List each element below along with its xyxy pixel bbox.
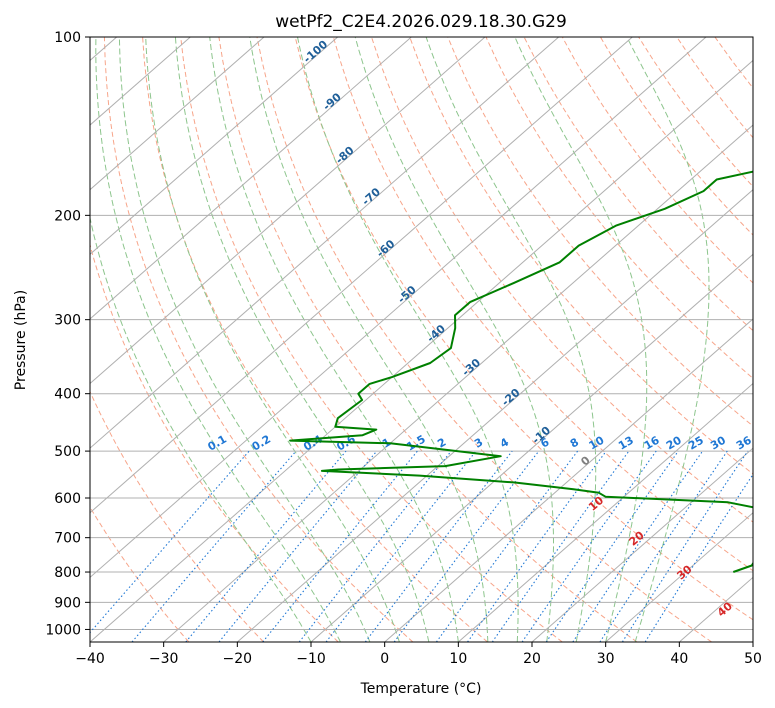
- isotherm-line: [90, 37, 633, 514]
- isotherm-line: [90, 59, 753, 642]
- mixing-ratio-line: [545, 450, 679, 642]
- y-tick-label: 300: [54, 313, 81, 329]
- chart-title: wetPf2_C2E4.2026.029.18.30.G29: [275, 12, 567, 32]
- plot-frame: [89, 36, 754, 643]
- isotherm-line: [605, 512, 753, 642]
- x-tick-label: 40: [670, 651, 688, 667]
- x-tick-label: 50: [744, 651, 762, 667]
- y-axis-ticks: 100 200 300 400 500 600 700 800 900 1000: [45, 30, 90, 638]
- moist-adiabat-line: [297, 37, 519, 642]
- x-tick-label: 20: [523, 651, 541, 667]
- moist-adiabat-line: [174, 37, 430, 642]
- isotherm-line: [237, 188, 753, 642]
- plot-area: -100-90-80-70-60-50-40-30-20-1000.1 0.2 0.…: [90, 37, 754, 642]
- y-tick-label: 100: [54, 30, 81, 46]
- isotherm-line: [458, 382, 753, 642]
- dry-adiabat-line: [294, 37, 753, 621]
- dry-adiabat-line: [90, 242, 339, 642]
- y-tick-label: 600: [54, 491, 81, 507]
- x-tick-label: −30: [149, 651, 179, 667]
- mixing-ratio-line: [621, 450, 749, 642]
- y-tick-label: 400: [54, 387, 81, 403]
- x-axis-label: Temperature (°C): [360, 681, 482, 697]
- isotherm-line: [310, 253, 753, 642]
- moist-adiabat-line: [514, 37, 648, 642]
- mixing-ratio-label: 36: [734, 433, 754, 452]
- mixing-ratio-lines: [90, 450, 753, 642]
- isotherm-line: [384, 318, 753, 642]
- mixing-ratio-line: [364, 450, 513, 642]
- moist-adiabat-line: [209, 37, 459, 642]
- mixing-ratio-line: [572, 450, 704, 642]
- y-tick-label: 900: [54, 595, 81, 611]
- dry-adiabat-line: [561, 37, 753, 284]
- x-tick-label: 30: [597, 651, 615, 667]
- mixing-ratio-line: [185, 450, 347, 642]
- moist-adiabat-line: [626, 37, 710, 642]
- mixing-ratio-line: [298, 450, 452, 642]
- moist-adiabat-line: [145, 37, 400, 642]
- x-tick-label: −10: [296, 651, 326, 667]
- moist-adiabat-line: [95, 37, 341, 642]
- isotherm-line: [531, 447, 753, 642]
- mixing-ratio-line: [644, 473, 753, 642]
- y-tick-label: 800: [54, 565, 81, 581]
- isotherms: [90, 37, 753, 642]
- mixing-ratio-line: [491, 450, 630, 642]
- y-tick-label: 1000: [45, 622, 81, 638]
- mixing-ratio-line: [393, 450, 540, 642]
- dry-adiabat-line: [90, 390, 264, 642]
- dry-adiabat-line: [180, 37, 563, 642]
- x-tick-label: 0: [380, 651, 389, 667]
- isotherm-line: [90, 37, 412, 320]
- mixing-ratio-line: [435, 450, 579, 642]
- isotherm-line: [90, 37, 707, 579]
- isotherm-line: [90, 37, 265, 191]
- mixing-ratio-line: [467, 450, 607, 642]
- dry-adiabat-line: [103, 37, 414, 642]
- dry-adiabat-line: [332, 37, 753, 572]
- mixing-ratio-line: [521, 450, 657, 642]
- mixing-ratio-line: [218, 450, 378, 642]
- x-tick-label: 10: [449, 651, 467, 667]
- y-tick-label: 500: [54, 444, 81, 460]
- y-axis-label: Pressure (hPa): [13, 290, 29, 390]
- dewpoint-profile-line: [289, 170, 753, 573]
- dry-adiabat-line: [485, 37, 753, 380]
- x-axis-ticks: −40 −30 −20 −10 0 10 20 30 40 50: [75, 642, 762, 667]
- moist-adiabat-line: [425, 37, 597, 642]
- mixing-ratio-line: [90, 450, 250, 634]
- moist-adiabat-line: [118, 37, 371, 642]
- y-tick-label: 200: [54, 208, 81, 224]
- isotherm-line: [90, 37, 339, 255]
- dry-adiabat-line: [409, 37, 753, 475]
- mixing-ratio-line: [262, 450, 418, 642]
- moist-adiabat-line: [249, 37, 489, 642]
- y-tick-label: 700: [54, 531, 81, 547]
- profile-series: [289, 170, 753, 573]
- mixing-ratio-line: [599, 450, 728, 642]
- dry-adiabat-line: [142, 37, 488, 642]
- isotherm-line: [90, 37, 486, 385]
- isotherm-line: [163, 124, 753, 642]
- x-tick-label: −20: [223, 651, 253, 667]
- dry-adiabat-line: [218, 37, 638, 642]
- isotherm-line: [90, 37, 560, 449]
- x-tick-label: −40: [75, 651, 105, 667]
